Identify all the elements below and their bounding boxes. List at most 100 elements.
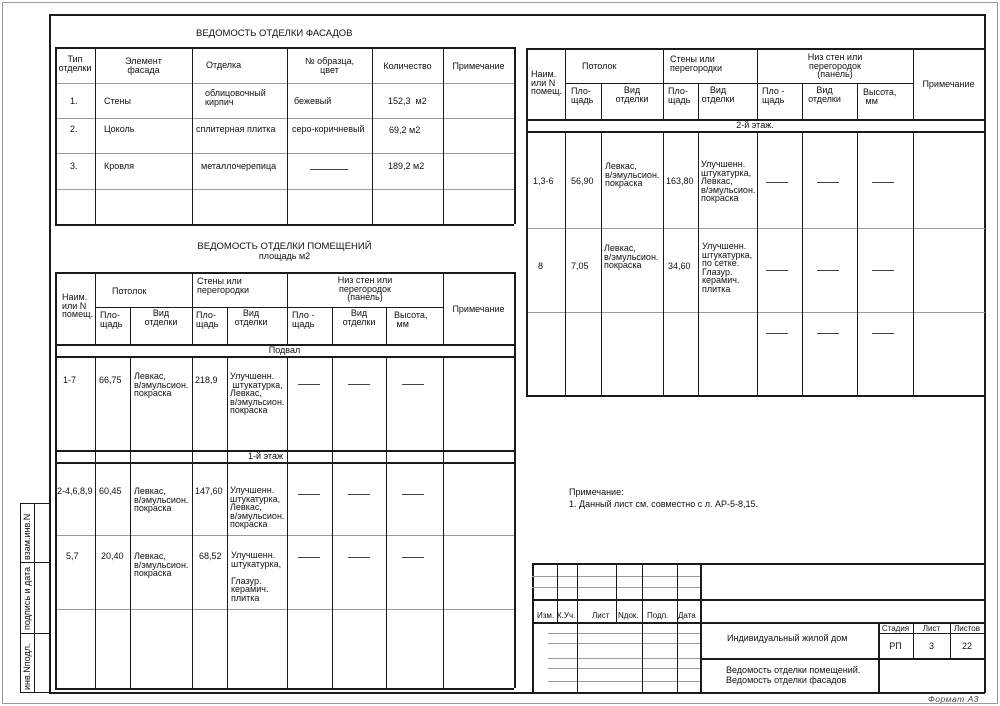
- facade-header-finish: Отделка: [206, 60, 242, 70]
- header-panel-height: Высота, мм: [863, 87, 897, 106]
- dash: [766, 182, 788, 183]
- dash: [348, 494, 370, 495]
- rule-line: [386, 356, 387, 688]
- header-note: Примечание: [452, 304, 505, 314]
- rule-line: [548, 633, 700, 634]
- rule-line: [532, 599, 985, 601]
- rule-line: [95, 356, 96, 688]
- stamp-original-inv: инв.Nподл.: [22, 643, 32, 690]
- rule-line: [677, 563, 678, 692]
- rule-line: [95, 47, 96, 224]
- header-walls: Стены или перегородки: [670, 54, 723, 73]
- rule-line: [20, 633, 49, 634]
- rule-line: [557, 563, 558, 622]
- rule-line: [20, 692, 49, 693]
- rule-line: [55, 118, 514, 119]
- rule-line: [2, 703, 997, 704]
- ceiling-area: 56,90: [571, 176, 594, 186]
- stamp-signature-date: подпись и дата: [22, 566, 32, 630]
- stamp-replaced-inv: взам.инв.N: [22, 513, 32, 560]
- facade-type: 2.: [70, 124, 78, 134]
- rule-line: [548, 668, 700, 669]
- rule-line: [55, 47, 57, 224]
- facade-type: 1.: [70, 96, 78, 106]
- ceiling-finish: Левкас, в/эмульсион. покраска: [134, 486, 189, 514]
- rule-line: [601, 131, 602, 395]
- rule-line: [55, 344, 514, 346]
- rule-line: [857, 131, 858, 395]
- rule-line: [55, 189, 514, 190]
- rule-line: [227, 356, 228, 688]
- dash: [402, 557, 424, 558]
- wall-area: 147,60: [195, 486, 223, 496]
- rule-line: [514, 272, 516, 688]
- stage-label: Стадия: [881, 624, 910, 633]
- rule-line: [616, 563, 617, 622]
- rule-line: [55, 688, 514, 690]
- rule-line: [55, 47, 514, 49]
- rule-line: [130, 307, 131, 344]
- facade-sample: серо-коричневый: [292, 124, 365, 134]
- rule-line: [443, 356, 444, 688]
- wall-finish: Улучшенн. штукатурка, по сетке. Глазур. …: [702, 241, 753, 294]
- rule-line: [332, 356, 333, 688]
- header-ceiling-area: Пло- щадь: [100, 310, 123, 329]
- facade-element: Стены: [104, 96, 131, 106]
- header-wall-kind: Вид отделки: [701, 85, 735, 104]
- tb-col-list: Лист: [592, 611, 610, 620]
- rule-line: [55, 609, 514, 610]
- rule-line: [20, 562, 49, 563]
- facade-header-sample: № образца, цвет: [304, 56, 354, 75]
- rule-line: [601, 83, 602, 119]
- rule-line: [443, 272, 444, 344]
- ceiling-finish: Левкас, в/эмульсион. покраска: [605, 161, 660, 189]
- rule-line: [700, 563, 702, 692]
- rule-line: [49, 692, 985, 694]
- rule-line: [913, 48, 914, 119]
- rule-line: [532, 563, 534, 692]
- rule-line: [984, 14, 986, 693]
- dash: [298, 494, 320, 495]
- facade-header-element: Элемент фасада: [125, 56, 162, 75]
- rule-line: [548, 658, 700, 659]
- rule-line: [55, 462, 514, 464]
- dash: [817, 333, 839, 334]
- facade-finish: сплитерная плитка: [196, 124, 276, 134]
- section-floor-1: 1-й этаж: [248, 451, 283, 461]
- rule-line: [55, 356, 514, 358]
- rule-line: [642, 563, 643, 692]
- header-ceiling: Потолок: [112, 286, 147, 296]
- room-id: 8: [538, 261, 544, 271]
- header-panel-area: Пло - щадь: [762, 86, 785, 105]
- ceiling-area: 20,40: [101, 551, 124, 561]
- dash: [348, 557, 370, 558]
- note-text: 1. Данный лист см. совместно с л. АР-5-8…: [569, 499, 758, 509]
- rule-line: [20, 503, 21, 692]
- facade-qty: 152,3 м2: [388, 96, 427, 106]
- header-ceiling-kind: Вид отделки: [144, 308, 178, 327]
- tb-col-data: Дата: [678, 611, 696, 620]
- ceiling-area: 66,75: [99, 375, 122, 385]
- rule-line: [287, 356, 288, 688]
- dash: [402, 494, 424, 495]
- rule-line: [95, 307, 443, 308]
- rule-line: [386, 307, 387, 344]
- note-label: Примечание:: [569, 487, 624, 497]
- room-id: 1,3-6: [533, 176, 554, 186]
- rule-line: [34, 503, 35, 692]
- facade-header-type: Тип отделки: [58, 54, 92, 73]
- facade-element: Цоколь: [104, 124, 135, 134]
- facade-qty: 69,2 м2: [389, 125, 421, 135]
- rule-line: [55, 272, 514, 274]
- rule-line: [757, 48, 758, 119]
- ceiling-area: 7,05: [571, 261, 589, 271]
- header-wall-kind: Вид отделки: [234, 308, 268, 327]
- facade-header-note: Примечание: [452, 61, 505, 71]
- header-panel-height: Высота, мм: [394, 310, 428, 329]
- rule-line: [757, 131, 758, 395]
- dash: [298, 557, 320, 558]
- rule-line: [55, 224, 514, 226]
- dash: [817, 182, 839, 183]
- rule-line: [526, 228, 985, 229]
- sheets-value: 22: [961, 641, 972, 651]
